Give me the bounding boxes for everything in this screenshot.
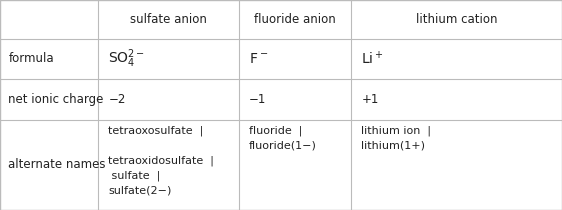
Text: alternate names: alternate names [8, 158, 106, 171]
Text: fluoride  |
fluoride(1−): fluoride | fluoride(1−) [249, 126, 317, 151]
Text: $\mathsf{SO_4^{2-}}$: $\mathsf{SO_4^{2-}}$ [108, 47, 146, 70]
Text: $\mathsf{F^-}$: $\mathsf{F^-}$ [249, 52, 268, 66]
Text: −1: −1 [249, 93, 266, 106]
Text: −2: −2 [108, 93, 126, 106]
Text: net ionic charge: net ionic charge [8, 93, 104, 106]
Text: formula: formula [8, 52, 54, 65]
Text: $\mathsf{Li^+}$: $\mathsf{Li^+}$ [361, 50, 384, 67]
Text: fluoride anion: fluoride anion [254, 13, 336, 26]
Text: tetraoxosulfate  |

tetraoxidosulfate  |
 sulfate  |
sulfate(2−): tetraoxosulfate | tetraoxidosulfate | su… [108, 126, 214, 195]
Text: sulfate anion: sulfate anion [130, 13, 207, 26]
Text: lithium cation: lithium cation [416, 13, 497, 26]
Text: lithium ion  |
lithium(1+): lithium ion | lithium(1+) [361, 126, 432, 151]
Text: +1: +1 [361, 93, 379, 106]
